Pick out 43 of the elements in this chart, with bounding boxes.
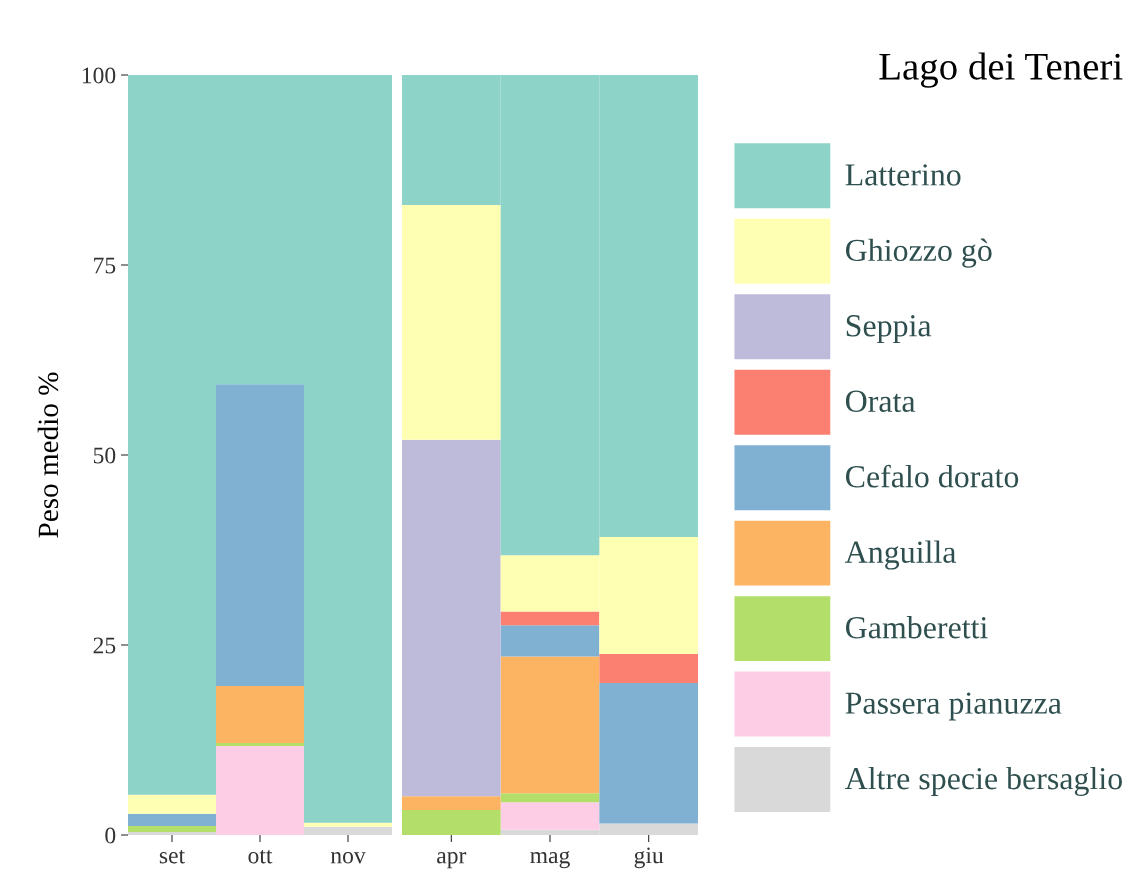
y-tick-label: 0 (105, 827, 116, 844)
bar (402, 204, 501, 440)
legend-label: Altre specie bersaglio (844, 766, 1122, 796)
y-tick-label: 100 (82, 67, 116, 84)
x-tick-label: nov (330, 852, 366, 864)
bar (128, 813, 216, 826)
bar (402, 796, 501, 810)
legend-label: Passera pianuzza (845, 692, 1062, 721)
y-axis-title: Peso medio % (37, 372, 59, 538)
bar (402, 809, 501, 835)
bar (500, 802, 600, 830)
x-tick-label: set (159, 849, 185, 864)
x-tick-label: ott (248, 849, 273, 864)
legend-label: Cefalo dorato (845, 464, 1019, 488)
legend-label: Seppia (846, 315, 932, 344)
y-tick-label: 50 (93, 447, 116, 464)
legend-label: Gamberetti (845, 615, 988, 639)
bar (304, 822, 392, 827)
legend-label: Anguilla (844, 540, 957, 570)
legend-title: Lago dei Teneri (879, 52, 1123, 88)
bar (402, 439, 501, 797)
bar (500, 625, 600, 657)
bar (216, 746, 304, 835)
bar (216, 743, 304, 747)
bar (128, 831, 216, 835)
legend-label: Ghiozzo gò (845, 238, 992, 268)
bar (216, 686, 304, 744)
bar (599, 683, 698, 824)
legend-label: Latterino (845, 164, 961, 186)
bar (216, 384, 304, 687)
bar (128, 794, 216, 814)
bar (500, 793, 600, 803)
legend-label: Orata (845, 390, 916, 413)
x-tick-label: apr (437, 852, 467, 869)
y-tick-label: 75 (94, 257, 116, 274)
bar (500, 656, 600, 794)
bar (128, 825, 216, 832)
bar (304, 826, 392, 835)
x-tick-label: giu (634, 847, 664, 869)
bar (599, 654, 698, 683)
y-tick-label: 25 (93, 637, 116, 654)
bar (500, 611, 600, 626)
x-tick-label: mag (530, 851, 570, 869)
